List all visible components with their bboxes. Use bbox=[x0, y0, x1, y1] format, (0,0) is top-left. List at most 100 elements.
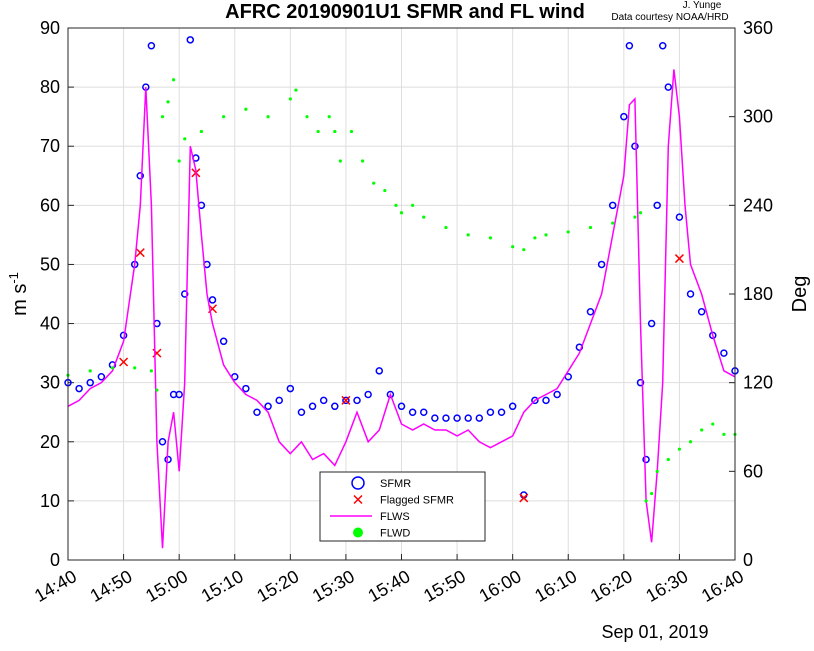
sfmr-point bbox=[75, 384, 83, 393]
flagged-point bbox=[674, 254, 684, 264]
y2-tick-label: 120 bbox=[743, 373, 773, 393]
dir-point bbox=[133, 366, 137, 370]
sfmr-point bbox=[208, 296, 217, 304]
sfmr-point bbox=[397, 402, 406, 411]
sfmr-point bbox=[442, 414, 450, 422]
dir-point bbox=[422, 215, 426, 219]
y2-tick-label: 300 bbox=[743, 107, 773, 127]
dir-point bbox=[533, 236, 537, 240]
sfmr-point bbox=[386, 390, 395, 399]
dir-point bbox=[327, 115, 331, 119]
sfmr-point bbox=[364, 390, 372, 399]
dir-point bbox=[644, 499, 648, 503]
dir-point bbox=[166, 100, 170, 104]
dir-point bbox=[444, 225, 448, 230]
dir-point bbox=[688, 440, 693, 444]
sfmr-point bbox=[264, 402, 272, 411]
dir-point bbox=[511, 245, 515, 249]
y-tick-label: 20 bbox=[40, 432, 60, 452]
sfmr-point bbox=[686, 290, 695, 298]
sfmr-point bbox=[319, 396, 328, 405]
sfmr-point bbox=[497, 408, 506, 416]
legend-box bbox=[319, 471, 486, 542]
sfmr-point bbox=[186, 36, 195, 44]
dir-point bbox=[177, 159, 181, 163]
sfmr-point bbox=[464, 414, 472, 422]
dir-point bbox=[544, 233, 548, 237]
sfmr-point bbox=[97, 373, 106, 381]
dir-point bbox=[411, 203, 415, 207]
y-tick-label: 40 bbox=[40, 314, 60, 334]
dir-point bbox=[338, 159, 342, 163]
dir-point bbox=[155, 388, 159, 392]
dir-point bbox=[288, 97, 292, 101]
sfmr-point bbox=[147, 41, 156, 50]
legend: SFMR Flagged SFMR FLWS FLWD bbox=[319, 471, 486, 542]
dir-point bbox=[711, 422, 715, 426]
dir-point bbox=[88, 369, 92, 373]
dir-point bbox=[588, 225, 593, 230]
dir-point bbox=[633, 215, 637, 219]
dir-point bbox=[333, 129, 337, 134]
y2-tick-label: 0 bbox=[743, 550, 753, 570]
sfmr-point bbox=[586, 307, 595, 316]
sfmr-point bbox=[419, 408, 428, 416]
sfmr-point bbox=[508, 402, 517, 411]
sfmr-point bbox=[675, 213, 684, 221]
flagged-point bbox=[341, 395, 351, 405]
dir-point bbox=[522, 248, 526, 252]
date-label: Sep 01, 2019 bbox=[601, 622, 708, 642]
dir-point bbox=[149, 369, 153, 373]
y2-tick-label: 180 bbox=[743, 284, 773, 304]
dir-point bbox=[394, 203, 398, 207]
sfmr-point bbox=[653, 201, 661, 210]
legend-label: FLWS bbox=[380, 511, 410, 523]
y-axis-label: m s-1 bbox=[6, 272, 31, 316]
y-tick-label: 70 bbox=[40, 136, 60, 156]
dir-point bbox=[222, 115, 226, 119]
sfmr-point bbox=[697, 307, 706, 316]
credit: J. Yunge bbox=[683, 0, 722, 11]
sfmr-point bbox=[180, 290, 189, 298]
flagged-point bbox=[135, 248, 145, 258]
dir-point bbox=[244, 107, 248, 111]
sfmr-point bbox=[86, 378, 94, 387]
y-tick-label: 10 bbox=[40, 491, 60, 511]
sfmr-point bbox=[636, 378, 645, 387]
legend-swatch bbox=[353, 494, 363, 505]
sfmr-point bbox=[658, 41, 667, 50]
dir-point bbox=[700, 428, 704, 432]
sfmr-point bbox=[253, 408, 261, 416]
dir-point bbox=[655, 469, 659, 473]
flagged-point bbox=[519, 493, 529, 503]
y-tick-label: 80 bbox=[40, 77, 60, 97]
dir-point bbox=[383, 188, 387, 193]
dir-point bbox=[316, 129, 320, 134]
dir-point bbox=[160, 115, 165, 119]
sfmr-point bbox=[219, 337, 228, 346]
sfmr-point bbox=[709, 331, 717, 340]
dir-point bbox=[611, 221, 615, 225]
sfmr-point bbox=[620, 112, 628, 121]
sfmr-point bbox=[242, 384, 250, 393]
legend-label: Flagged SFMR bbox=[380, 495, 454, 507]
dir-point bbox=[488, 236, 493, 240]
dir-point bbox=[638, 211, 643, 215]
dir-point bbox=[172, 78, 176, 82]
dir-point bbox=[677, 447, 682, 451]
y2-tick-label: 240 bbox=[743, 195, 773, 215]
flagged-point bbox=[119, 357, 129, 367]
y2-tick-label: 360 bbox=[743, 18, 773, 38]
legend-swatch bbox=[351, 476, 365, 490]
sfmr-point bbox=[625, 41, 634, 50]
y-label-sup: -1 bbox=[6, 272, 21, 284]
sfmr-point bbox=[136, 172, 145, 180]
y-tick-label: 30 bbox=[40, 373, 60, 393]
y-tick-label: 50 bbox=[40, 254, 60, 274]
legend-label: FLWD bbox=[380, 528, 410, 540]
dir-point bbox=[266, 115, 270, 119]
sfmr-point bbox=[664, 83, 673, 91]
y2-tick-label: 60 bbox=[743, 461, 763, 481]
